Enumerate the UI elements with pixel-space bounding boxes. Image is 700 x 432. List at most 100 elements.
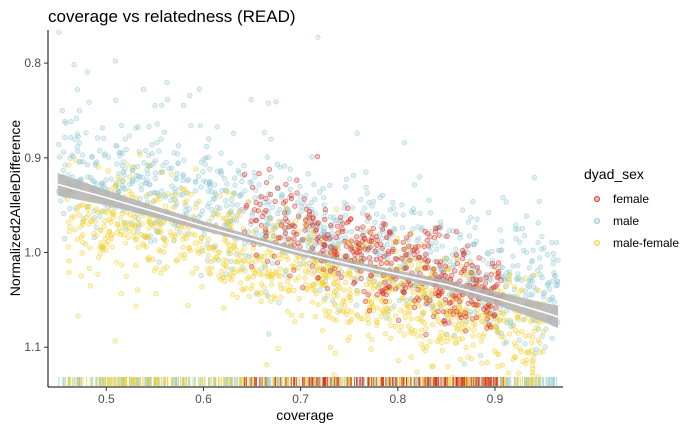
point xyxy=(307,240,313,246)
point xyxy=(223,271,229,277)
point xyxy=(465,326,471,332)
point xyxy=(172,191,178,198)
point xyxy=(458,270,464,276)
point xyxy=(474,264,481,271)
point xyxy=(254,289,260,295)
point xyxy=(230,192,236,198)
point xyxy=(130,222,136,228)
point xyxy=(101,135,107,141)
point xyxy=(261,253,267,259)
point xyxy=(258,194,264,200)
plot-area xyxy=(55,30,561,386)
point xyxy=(223,198,229,204)
point xyxy=(291,287,297,294)
point xyxy=(86,99,92,105)
point xyxy=(348,309,355,315)
point xyxy=(137,151,143,158)
point xyxy=(474,216,480,222)
point xyxy=(539,333,545,339)
point xyxy=(208,258,214,265)
point xyxy=(133,303,139,309)
point xyxy=(224,189,230,195)
point xyxy=(95,271,101,277)
point xyxy=(192,179,198,185)
point xyxy=(95,255,102,261)
point xyxy=(285,308,291,314)
point xyxy=(271,253,277,259)
point xyxy=(160,266,166,272)
point xyxy=(365,292,371,298)
point xyxy=(455,322,461,328)
point xyxy=(383,298,389,305)
point xyxy=(338,214,344,220)
point xyxy=(123,146,129,153)
point xyxy=(66,228,72,234)
point xyxy=(199,245,205,251)
point xyxy=(308,199,315,206)
point xyxy=(419,327,425,333)
point xyxy=(108,176,115,182)
point xyxy=(192,232,198,238)
point xyxy=(95,164,101,170)
point xyxy=(373,318,380,324)
point xyxy=(362,236,368,242)
point xyxy=(502,284,508,290)
point xyxy=(384,260,390,266)
point xyxy=(133,263,139,269)
point xyxy=(408,316,414,322)
point xyxy=(258,298,264,305)
point xyxy=(285,256,291,263)
point xyxy=(125,162,131,168)
point xyxy=(514,275,520,281)
point xyxy=(551,270,557,276)
point xyxy=(207,184,213,190)
point xyxy=(98,251,104,257)
point xyxy=(540,329,547,335)
point xyxy=(63,120,69,126)
point xyxy=(519,287,525,293)
point xyxy=(515,263,521,269)
point xyxy=(453,252,459,258)
point xyxy=(113,259,120,265)
point xyxy=(356,249,363,255)
point xyxy=(257,271,263,277)
point xyxy=(172,197,178,203)
point xyxy=(155,228,161,234)
point xyxy=(312,288,318,294)
point xyxy=(305,203,311,209)
point xyxy=(396,263,402,270)
point xyxy=(87,245,93,251)
point xyxy=(460,247,466,254)
point xyxy=(535,373,542,377)
point xyxy=(436,292,442,298)
point xyxy=(510,263,516,269)
point xyxy=(338,274,344,280)
point xyxy=(272,198,278,205)
point xyxy=(457,312,463,318)
point xyxy=(175,143,182,149)
point xyxy=(196,250,202,256)
point xyxy=(529,278,535,285)
point xyxy=(479,360,485,366)
point xyxy=(231,130,237,136)
point xyxy=(401,332,407,338)
point xyxy=(86,203,92,209)
point xyxy=(80,239,86,245)
point xyxy=(385,305,392,312)
point xyxy=(159,102,165,108)
point xyxy=(146,219,152,225)
legend: dyad_sex female male male-female xyxy=(584,166,679,250)
point xyxy=(151,224,157,230)
point xyxy=(437,336,443,342)
point xyxy=(252,207,258,213)
point xyxy=(126,181,132,187)
point xyxy=(494,319,500,325)
point xyxy=(152,102,158,109)
point xyxy=(193,166,199,172)
point xyxy=(346,272,352,278)
point xyxy=(134,287,141,293)
point xyxy=(99,182,105,188)
point xyxy=(332,276,339,282)
point xyxy=(119,262,125,268)
point xyxy=(178,252,184,258)
